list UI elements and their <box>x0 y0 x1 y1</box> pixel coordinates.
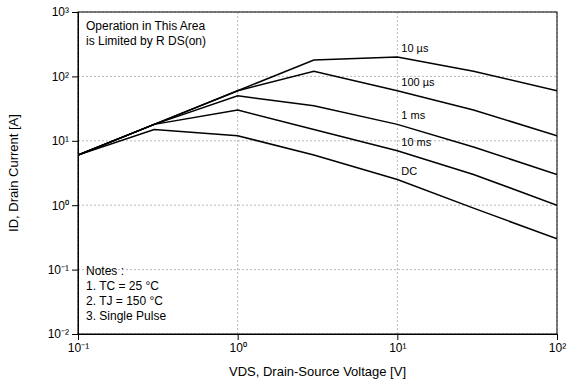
series-label: 10 µs <box>401 42 429 54</box>
grid-line <box>397 12 398 334</box>
series-label: 100 µs <box>401 76 435 88</box>
plot-frame <box>78 12 557 334</box>
series-label: DC <box>401 165 417 177</box>
tick-label: 10¹ <box>389 341 406 355</box>
x-axis: 10⁻¹ 10⁰ 10¹ 10² <box>68 334 566 355</box>
tick-mark <box>72 12 78 13</box>
tick: 10⁰ <box>52 199 78 213</box>
series-line <box>78 110 557 205</box>
tick: 10¹ <box>389 334 406 355</box>
y-axis: 10⁻² 10⁻¹ 10⁰ 10¹ 10² 10³ <box>48 5 79 341</box>
tick: 10⁰ <box>229 334 246 355</box>
tick-label: 10¹ <box>52 134 69 148</box>
series-label: 10 ms <box>401 136 431 148</box>
tick: 10² <box>549 334 566 355</box>
annotation: 1. TC = 25 °C <box>86 279 159 293</box>
tick-label: 10⁰ <box>52 199 69 213</box>
tick-label: 10² <box>549 341 566 355</box>
grid-line <box>78 269 557 270</box>
tick-mark <box>72 205 78 206</box>
tick-mark <box>397 334 398 340</box>
series-label: 1 ms <box>401 109 425 121</box>
annotation: is Limited by R DS(on) <box>86 34 206 48</box>
plot: 10⁻¹10⁰10¹10²10⁻²10⁻¹10⁰10¹10²10³10 µs10… <box>48 5 567 354</box>
grid-line <box>78 76 557 77</box>
tick: 10⁻² <box>48 327 78 341</box>
tick-label: 10⁰ <box>229 341 246 355</box>
tick-mark <box>72 76 78 77</box>
series-line <box>78 96 557 175</box>
axis-line <box>72 13 79 335</box>
tick: 10⁻¹ <box>68 334 89 355</box>
annotation: 3. Single Pulse <box>86 309 166 323</box>
series-line <box>78 129 557 238</box>
chart: 10⁻¹10⁰10¹10²10⁻²10⁻¹10⁰10¹10²10³10 µs10… <box>0 0 579 386</box>
tick-label: 10⁻¹ <box>68 341 89 355</box>
tick-mark <box>72 334 78 335</box>
grid-line <box>237 12 238 334</box>
tick-mark <box>238 334 239 340</box>
y-axis-title: ID, Drain Current [A] <box>6 114 21 232</box>
grid-line <box>78 140 557 141</box>
x-axis-title: VDS, Drain-Source Voltage [V] <box>229 364 406 379</box>
tick: 10⁻¹ <box>48 263 78 277</box>
tick-mark <box>72 141 78 142</box>
tick-label: 10³ <box>52 5 69 19</box>
tick-label: 10² <box>52 70 69 84</box>
tick-mark <box>557 334 558 340</box>
grid <box>78 12 557 334</box>
tick-label: 10⁻² <box>48 327 69 341</box>
tick-label: 10⁻¹ <box>48 263 69 277</box>
tick: 10¹ <box>52 134 78 148</box>
tick-mark <box>72 270 78 271</box>
tick: 10² <box>52 70 78 84</box>
series-line <box>78 71 557 155</box>
grid-line <box>78 205 557 206</box>
lines <box>78 57 557 239</box>
tick: 10³ <box>52 5 78 19</box>
annotation: Operation in This Area <box>86 19 206 33</box>
axis-line <box>79 335 558 341</box>
annotation: 2. TJ = 150 °C <box>86 294 163 308</box>
annotation: Notes : <box>86 264 124 278</box>
